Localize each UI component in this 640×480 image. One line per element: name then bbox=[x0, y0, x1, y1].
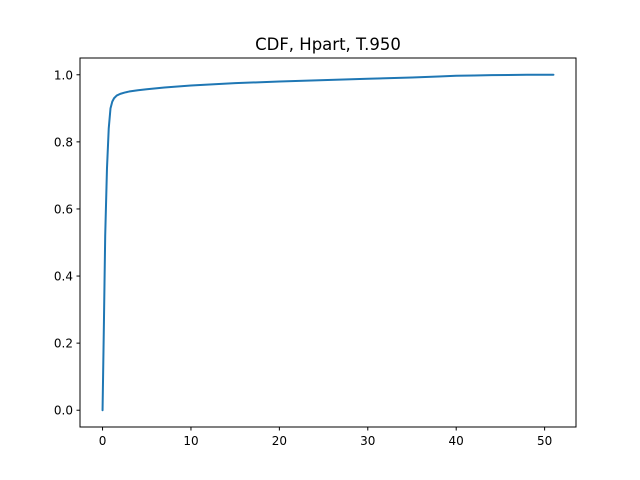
x-axis: 0 10 20 30 40 50 bbox=[99, 427, 552, 448]
series-line-0 bbox=[101, 73, 555, 412]
x-tick-label: 50 bbox=[537, 434, 552, 448]
series-layer bbox=[101, 73, 555, 412]
x-tick-label: 30 bbox=[360, 434, 375, 448]
x-tick-label: 0 bbox=[99, 434, 107, 448]
y-tick-label: 1.0 bbox=[54, 68, 73, 82]
y-tick-label: 0.0 bbox=[54, 404, 73, 418]
y-tick-label: 0.6 bbox=[54, 202, 73, 216]
x-tick-label: 10 bbox=[183, 434, 198, 448]
y-tick-label: 0.8 bbox=[54, 135, 73, 149]
y-tick-label: 0.2 bbox=[54, 337, 73, 351]
chart-title: CDF, Hpart, T.950 bbox=[255, 35, 401, 54]
axes-frame bbox=[79, 57, 577, 428]
y-tick-label: 0.4 bbox=[54, 270, 73, 284]
x-tick-label: 20 bbox=[272, 434, 287, 448]
x-tick-label: 40 bbox=[449, 434, 464, 448]
y-axis: 0.0 0.2 0.4 0.6 0.8 1.0 bbox=[54, 68, 80, 418]
